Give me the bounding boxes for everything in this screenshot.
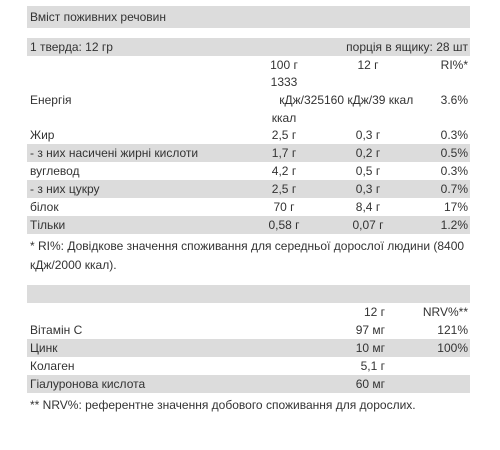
row-label: - з них цукру bbox=[30, 182, 100, 196]
row-label: - з них насичені жирні кислоти bbox=[30, 146, 199, 160]
row-per100: 4,2 г bbox=[271, 164, 297, 178]
table-row: - з них цукру 2,5 г 0,3 г 0.7% bbox=[27, 180, 470, 198]
row-label: Вітамін С bbox=[30, 323, 83, 337]
row-per100: 0,58 г bbox=[268, 218, 300, 232]
row-ri: 0.3% bbox=[440, 128, 468, 142]
table-row: вуглевод 4,2 г 0,5 г 0.3% bbox=[27, 162, 470, 180]
nrv-footnote: ** NRV%: референтне значення добового сп… bbox=[30, 398, 416, 412]
row-per12: 8,4 г bbox=[355, 200, 381, 214]
spacer bbox=[27, 28, 470, 38]
row-per12: 0,5 г bbox=[355, 164, 381, 178]
row-amount: 60 мг bbox=[355, 377, 385, 391]
row-amount: 97 мг bbox=[355, 323, 385, 337]
table-row: білок 70 г 8,4 г 17% bbox=[27, 198, 470, 216]
energy-label: Енергія bbox=[30, 93, 72, 107]
row-ri: 17% bbox=[443, 200, 468, 214]
table-row: Колаген 5,1 г bbox=[27, 357, 470, 375]
table-row: Вітамін С 97 мг 121% bbox=[27, 321, 470, 339]
table-row: Цинк 10 мг 100% bbox=[27, 339, 470, 357]
serving-size: 1 тверда: 12 гр bbox=[30, 40, 113, 54]
row-per12: 0,3 г bbox=[355, 182, 381, 196]
serving-row: 1 тверда: 12 гр порція в ящику: 28 шт bbox=[27, 38, 470, 56]
table-row: Тільки 0,58 г 0,07 г 1.2% bbox=[27, 216, 470, 234]
energy-row: Енергія 1333 кДж/325 ккал 160 кДж/39 кка… bbox=[27, 74, 470, 126]
section-title: Вміст поживних речовин bbox=[27, 6, 470, 28]
energy-per12: 160 кДж/39 ккал bbox=[324, 93, 414, 107]
row-label: вуглевод bbox=[30, 164, 80, 178]
row-per12: 0,3 г bbox=[355, 128, 381, 142]
row-label: білок bbox=[30, 200, 59, 214]
row-per100: 2,5 г bbox=[271, 182, 297, 196]
nutrition-panel: Вміст поживних речовин 1 тверда: 12 гр п… bbox=[27, 0, 470, 415]
table-row: Гіалуронова кислота 60 мг bbox=[27, 375, 470, 393]
energy-ri: 3.6% bbox=[440, 93, 468, 107]
header-per12: 12 г bbox=[357, 58, 379, 72]
row-label: Цинк bbox=[30, 341, 58, 355]
vitamins-header-row: 12 г NRV%** bbox=[27, 303, 470, 321]
row-per100: 1,7 г bbox=[271, 146, 297, 160]
header-nrv: NRV%** bbox=[422, 305, 468, 319]
row-ri: 0.5% bbox=[440, 146, 468, 160]
row-amount: 5,1 г bbox=[360, 359, 385, 373]
row-per12: 0,2 г bbox=[355, 146, 381, 160]
header-per100: 100 г bbox=[270, 58, 298, 72]
row-per12: 0,07 г bbox=[352, 218, 384, 232]
row-label: Колаген bbox=[30, 359, 75, 373]
row-ri: 0.7% bbox=[440, 182, 468, 196]
vitamins-spacer-row bbox=[27, 285, 470, 303]
header-ri: RI%* bbox=[440, 58, 468, 72]
servings-per-box: порція в ящику: 28 шт bbox=[346, 40, 468, 54]
energy-per100-line3: ккал bbox=[271, 111, 297, 125]
ri-footnote: * RI%: Довідкове значення споживання для… bbox=[30, 239, 465, 272]
table-row: Жир 2,5 г 0,3 г 0.3% bbox=[27, 126, 470, 144]
energy-per100-line1: 1333 bbox=[270, 75, 298, 89]
energy-per100-line2: кДж/325 bbox=[279, 93, 324, 107]
table-row: - з них насичені жирні кислоти 1,7 г 0,2… bbox=[27, 144, 470, 162]
row-ri: 0.3% bbox=[440, 164, 468, 178]
row-nrv: 100% bbox=[437, 341, 468, 355]
row-label: Тільки bbox=[30, 218, 66, 232]
row-label: Гіалуронова кислота bbox=[30, 377, 146, 391]
row-ri: 1.2% bbox=[440, 218, 468, 232]
row-nrv: 121% bbox=[437, 323, 468, 337]
header-per12: 12 г bbox=[363, 305, 385, 319]
row-amount: 10 мг bbox=[355, 341, 385, 355]
section-title-text: Вміст поживних речовин bbox=[30, 10, 167, 24]
nutrition-header-row: 100 г 12 г RI%* bbox=[27, 56, 470, 74]
row-per100: 70 г bbox=[273, 200, 295, 214]
energy-per100: 1333 кДж/325 ккал bbox=[244, 73, 324, 127]
row-per100: 2,5 г bbox=[271, 128, 297, 142]
row-label: Жир bbox=[30, 128, 55, 142]
